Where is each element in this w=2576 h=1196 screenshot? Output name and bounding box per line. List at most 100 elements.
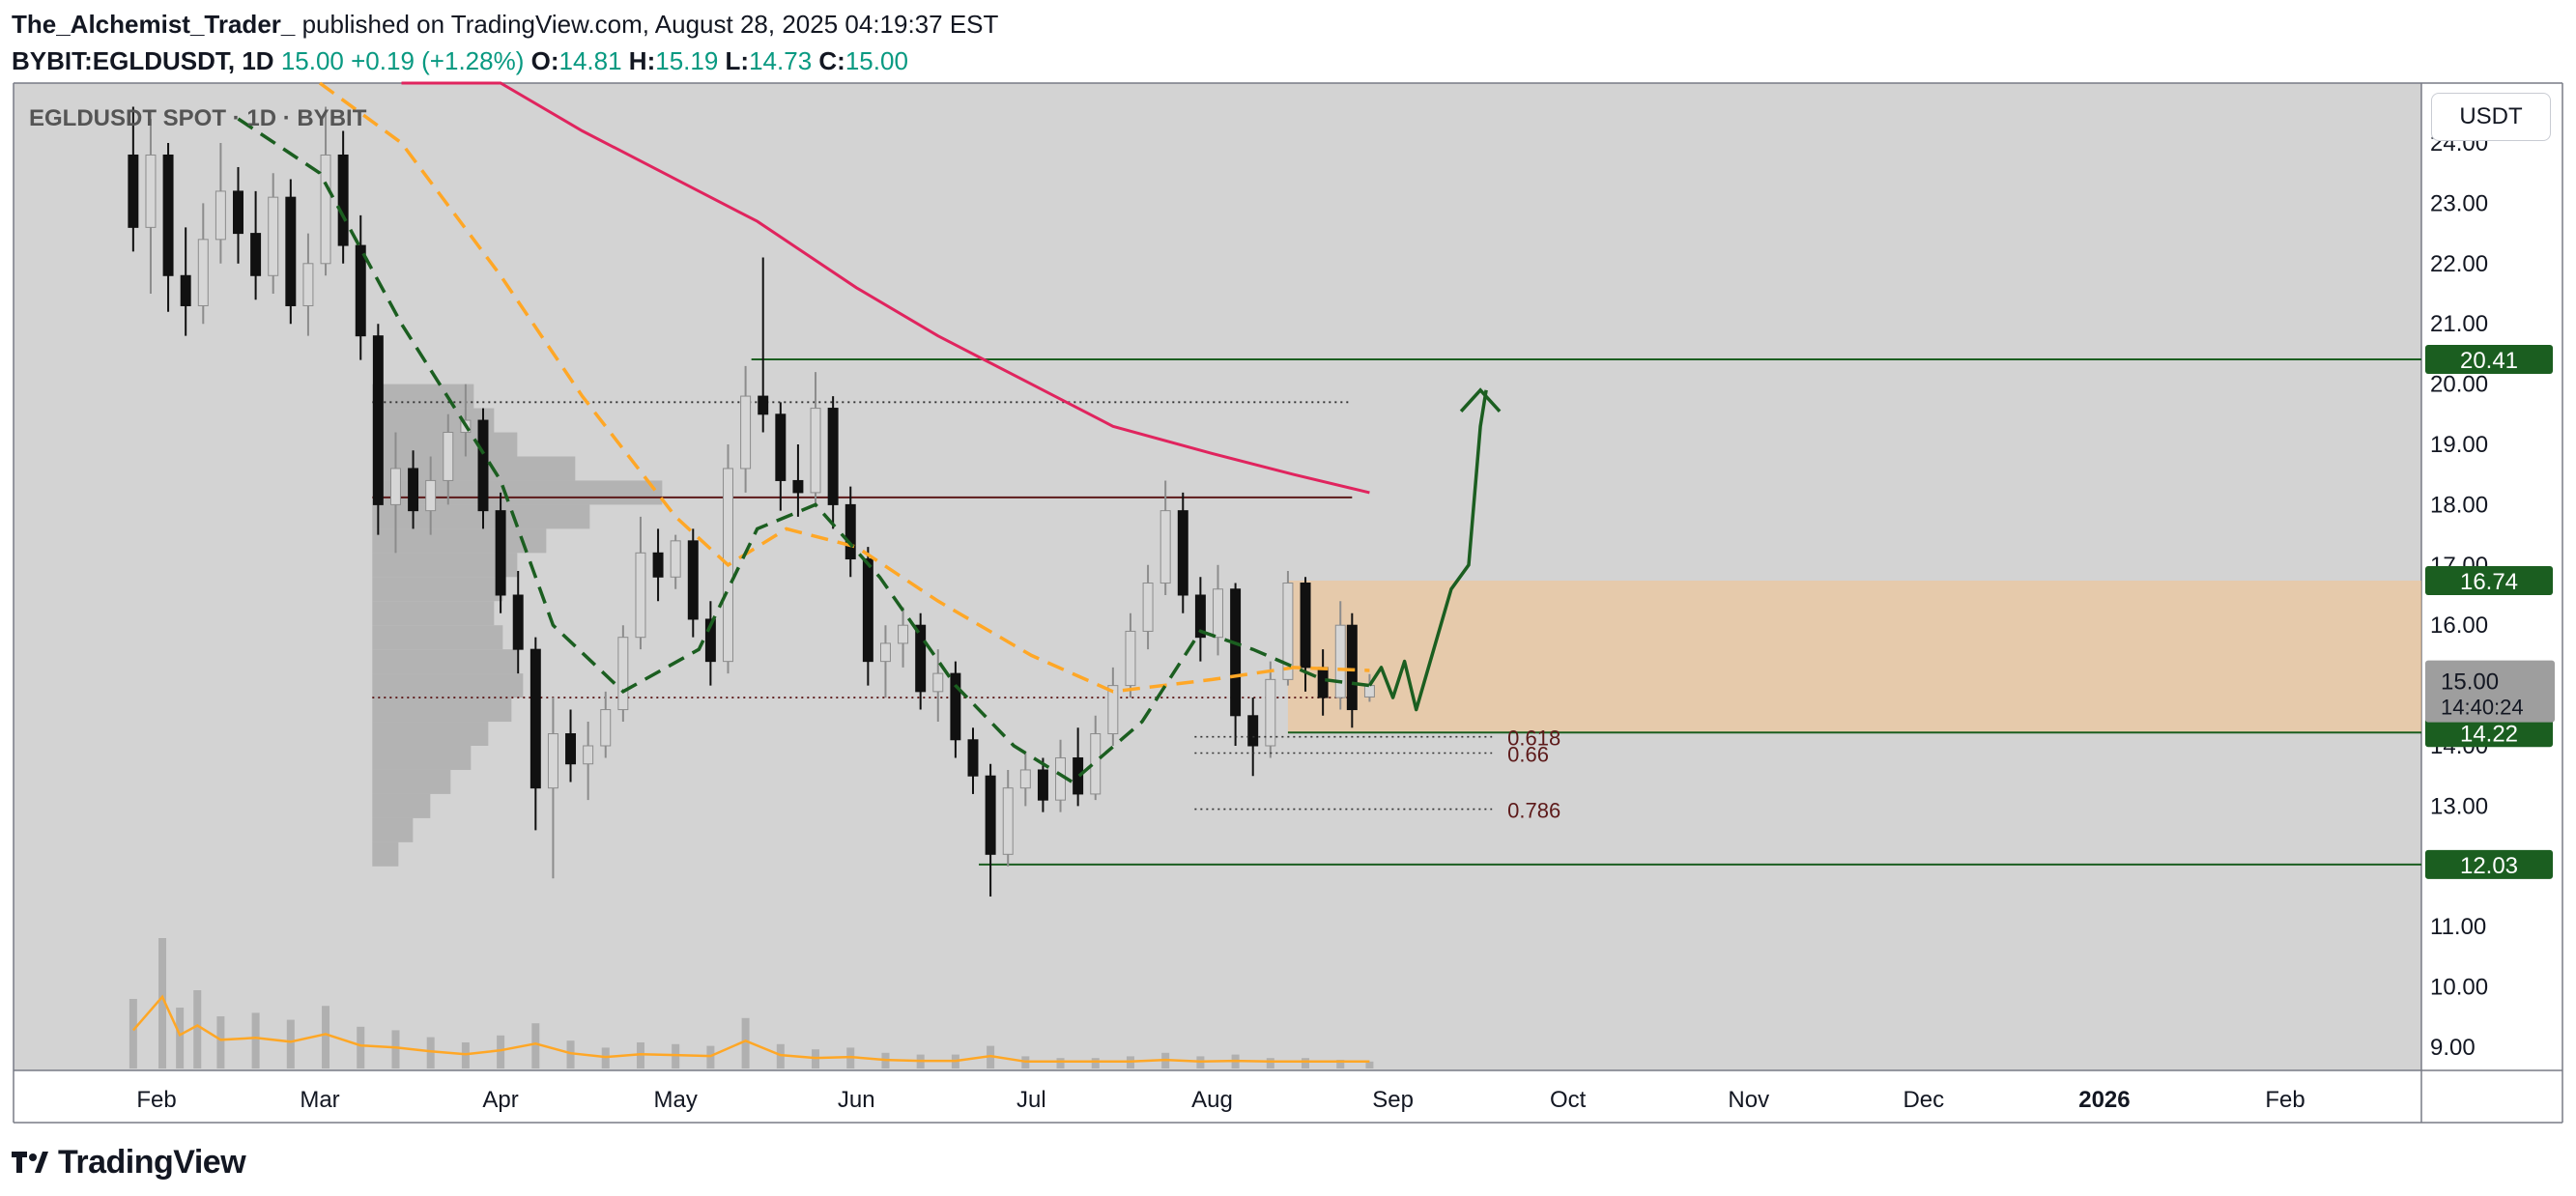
- candle: [1159, 480, 1171, 595]
- volume-profile-bar: [372, 528, 547, 554]
- projection-path: [1367, 387, 1502, 712]
- candle-body: [775, 413, 787, 481]
- volume-profile-bar: [372, 408, 495, 433]
- candle: [128, 106, 139, 252]
- price-tag-label: 14.22: [2460, 721, 2518, 747]
- volume-bar: [1091, 1058, 1100, 1068]
- candle-body: [1159, 510, 1171, 584]
- candle-body: [250, 233, 262, 276]
- candle-body: [950, 672, 961, 741]
- candle-body: [583, 745, 594, 765]
- candle-body: [1107, 685, 1119, 735]
- candle-body: [1265, 678, 1276, 747]
- x-tick-label: Oct: [1550, 1087, 1587, 1113]
- candle-body: [1317, 667, 1329, 698]
- candle-body: [1019, 769, 1031, 789]
- candle: [425, 456, 437, 535]
- low-value: 14.73: [749, 46, 813, 75]
- candle-body: [512, 594, 524, 650]
- candle-body: [915, 624, 927, 693]
- candle-body: [145, 154, 157, 228]
- volume-bar: [741, 1017, 750, 1068]
- x-tick-label: Feb: [2265, 1087, 2304, 1113]
- candle-body: [372, 335, 384, 505]
- candle-body: [320, 154, 331, 265]
- target-zone: [1287, 581, 2421, 733]
- price-tag-label: 16.74: [2460, 569, 2518, 595]
- volume-profile-bar: [372, 649, 518, 674]
- candle-body: [1334, 624, 1346, 698]
- candle-body: [1247, 715, 1259, 747]
- candle: [670, 534, 681, 589]
- volume-bar: [251, 1012, 260, 1068]
- candle-body: [162, 154, 174, 276]
- candle: [810, 372, 821, 505]
- y-tick-label: 10.00: [2430, 975, 2488, 1001]
- candle: [967, 727, 979, 794]
- candle: [1194, 577, 1206, 662]
- volume-bar: [391, 1030, 400, 1068]
- volume-profile-bar: [372, 553, 518, 578]
- price-tag: [2425, 345, 2553, 375]
- candle-body: [844, 503, 856, 560]
- volume-profile-bar: [372, 601, 495, 626]
- candle: [1230, 583, 1242, 746]
- candle: [233, 166, 243, 264]
- candle: [950, 661, 961, 758]
- candle: [1213, 564, 1223, 656]
- currency-button[interactable]: USDT: [2431, 93, 2551, 141]
- publish-line: The_Alchemist_Trader_ published on Tradi…: [12, 6, 2562, 43]
- candle: [915, 612, 927, 710]
- candle-body: [495, 510, 506, 596]
- y-tick-label: 23.00: [2430, 190, 2488, 216]
- symbol-watermark: EGLDUSDT SPOT · 1D · BYBIT: [29, 105, 367, 131]
- y-tick-label: 11.00: [2430, 914, 2486, 940]
- candle: [302, 233, 314, 336]
- candle-body: [215, 190, 226, 241]
- price-change: +0.19 (+1.28%): [351, 46, 525, 75]
- candle: [844, 486, 856, 578]
- candle: [355, 214, 366, 360]
- x-tick-label: 2026: [2078, 1087, 2130, 1113]
- candle: [1107, 667, 1119, 746]
- candle: [268, 173, 279, 294]
- y-tick-label: 22.00: [2430, 251, 2488, 277]
- x-tick-label: Mar: [300, 1087, 339, 1113]
- candle-body: [1363, 685, 1375, 698]
- candle-body: [443, 432, 454, 481]
- fib-label: 0.618: [1507, 726, 1560, 751]
- volume-bar: [129, 999, 137, 1068]
- volume-bar: [1302, 1058, 1310, 1068]
- candle: [1142, 564, 1154, 650]
- volume-bar: [1365, 1061, 1374, 1068]
- volume-bar: [1056, 1058, 1065, 1068]
- volume-bar: [193, 990, 202, 1068]
- volume-ma-line: [131, 994, 1370, 1064]
- candle-body: [932, 672, 944, 693]
- author-name[interactable]: The_Alchemist_Trader_: [12, 10, 296, 39]
- candle: [687, 528, 699, 638]
- symbol-label[interactable]: BYBIT:EGLDUSDT, 1D: [12, 46, 274, 75]
- horizontal-levels: [372, 358, 2421, 866]
- candle-body: [827, 408, 839, 505]
- x-tick-label: Apr: [482, 1087, 518, 1113]
- y-tick-label: 13.00: [2430, 793, 2488, 819]
- candle-body: [740, 395, 752, 470]
- x-tick-label: Sep: [1372, 1087, 1414, 1113]
- candle: [250, 190, 262, 300]
- x-tick-label: Feb: [136, 1087, 176, 1113]
- candle-body: [879, 642, 891, 663]
- candle: [723, 444, 733, 674]
- candle: [704, 601, 716, 686]
- candle: [512, 571, 524, 674]
- candle: [652, 528, 664, 602]
- candle: [985, 763, 996, 897]
- candle: [320, 106, 331, 276]
- tradingview-logo-icon: [12, 1152, 48, 1173]
- candle-body: [1090, 733, 1102, 795]
- candle-body: [635, 552, 646, 639]
- candle: [1265, 661, 1276, 758]
- volume-bar: [286, 1019, 295, 1068]
